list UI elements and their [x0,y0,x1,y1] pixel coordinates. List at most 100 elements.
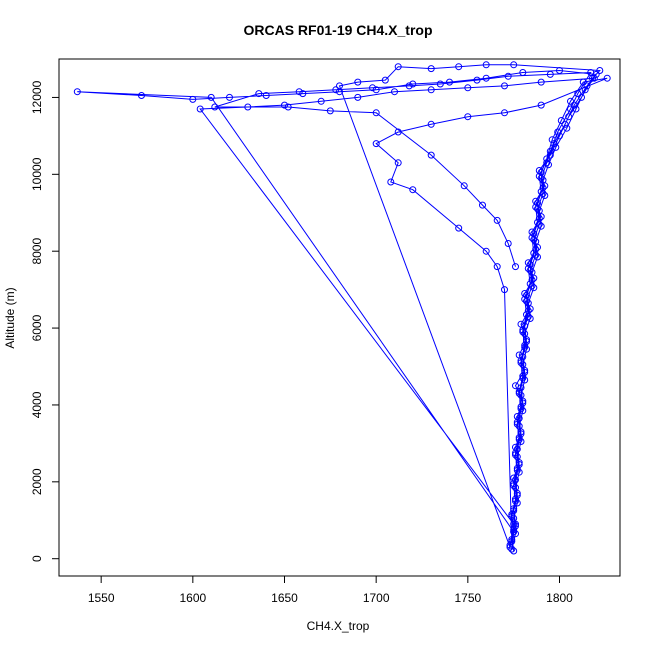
data-point [546,147,554,155]
data-point [226,93,233,101]
data-point [455,63,463,71]
data-point [510,480,518,488]
data-point [515,461,523,468]
data-point [255,90,263,98]
x-tick-label: 1750 [454,591,481,605]
data-point [512,495,519,503]
series-layer [73,61,611,555]
data-point [539,176,547,184]
data-point [532,238,540,246]
data-point [510,526,518,534]
data-point [336,88,343,96]
data-point [567,105,574,113]
data-point [493,263,501,271]
data-point [517,438,525,445]
data-point [295,88,303,96]
data-point [524,307,532,315]
data-point [460,182,468,190]
data-point [537,78,545,86]
data-point [537,168,545,176]
data-point [427,120,435,128]
data-point [501,82,508,90]
data-point [482,74,490,82]
data-point [523,338,530,345]
data-point [532,245,540,253]
data-point [570,101,578,109]
data-point [332,86,340,94]
x-tick-label: 1650 [271,591,298,605]
data-point [523,291,530,299]
data-point [513,418,521,426]
data-point [543,155,551,163]
data-point [535,207,543,215]
x-tick-label: 1700 [363,591,390,605]
data-point [446,78,453,86]
x-tick-label: 1550 [88,591,115,605]
x-tick-label: 1800 [546,591,573,605]
data-point [528,268,536,276]
data-point [513,499,521,507]
data-point [543,159,551,167]
y-tick-label: 4000 [30,391,44,418]
data-point [519,69,527,76]
data-point [519,372,527,380]
data-point [372,86,380,94]
x-axis: 1550 1600 1650 1700 1750 1800 [88,575,573,605]
data-point [537,188,545,196]
data-point [508,537,516,545]
data-point [532,203,540,211]
data-point [521,368,529,376]
plot-area-frame [58,58,621,577]
data-point [262,92,270,99]
y-tick-label: 2000 [30,468,44,495]
data-point [211,103,219,111]
data-point [189,95,197,103]
data-point [405,82,413,90]
data-point [299,90,307,98]
data-point [372,109,380,117]
data-point [369,84,376,92]
data-point [512,522,519,530]
data-point [381,76,389,84]
data-point [504,72,512,80]
data-point [464,113,472,121]
x-tick-label: 1600 [179,591,206,605]
data-point [510,547,518,555]
data-point [512,484,519,492]
data-point [493,216,501,224]
data-point [521,295,529,303]
x-axis-label: CH4.X_trop [307,619,370,633]
data-point [506,541,514,549]
data-point [587,69,595,76]
data-point [574,90,582,98]
y-tick-label: 12000 [30,80,44,114]
data-point [473,76,481,84]
data-point [207,93,215,101]
data-point [427,65,435,73]
data-point [519,361,527,369]
data-point [515,468,523,476]
data-point [526,261,534,269]
y-tick-label: 0 [30,555,44,562]
data-point [427,151,435,159]
data-point [557,117,565,124]
data-point [281,101,288,109]
data-point [512,449,519,457]
data-point [534,253,541,261]
data-point [326,107,334,115]
data-point [535,215,543,222]
data-point [556,132,563,140]
data-point [513,491,521,499]
data-point [387,178,395,186]
data-point [455,224,463,232]
data-point [394,159,402,167]
data-point [530,284,538,292]
data-point [567,97,574,105]
y-tick-label: 8000 [30,238,44,265]
data-point [517,384,525,392]
data-point [521,376,529,384]
data-point [519,399,527,407]
data-point [539,184,547,192]
data-point [537,222,545,230]
